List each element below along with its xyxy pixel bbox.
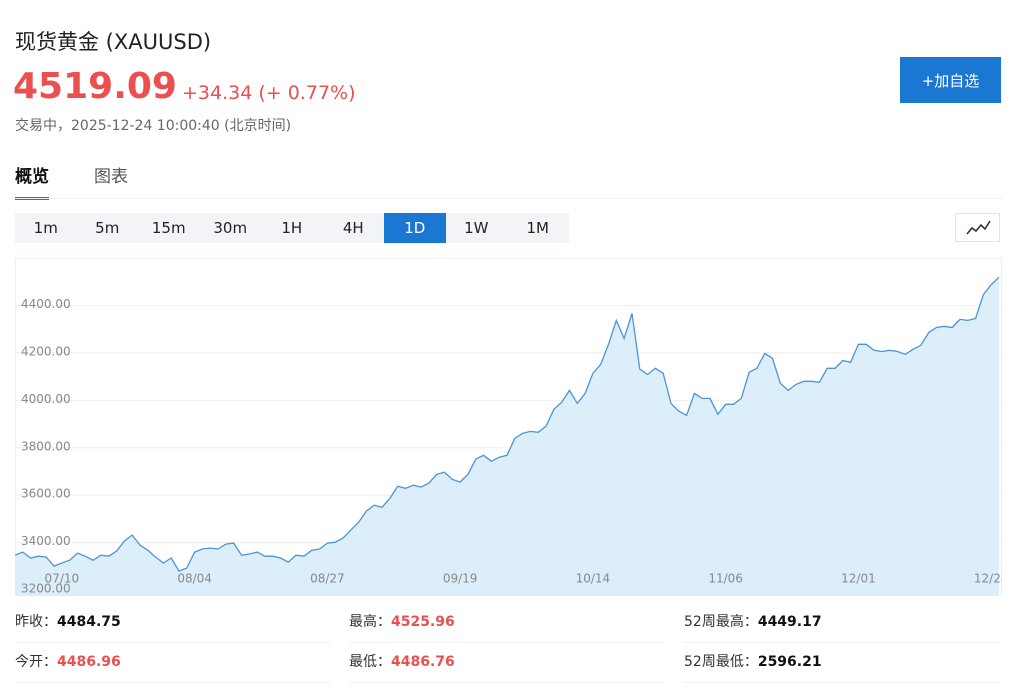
- period-button[interactable]: 1M: [526, 219, 550, 237]
- add-watchlist-button[interactable]: +加自选: [900, 57, 1001, 103]
- divider: [15, 198, 1002, 199]
- tabs: 概览 图表: [15, 162, 128, 200]
- stat-item: 今开：4486.96: [15, 642, 330, 683]
- y-tick-label: 4200.00: [21, 344, 71, 358]
- y-tick-label: 4400.00: [21, 297, 71, 311]
- period-button[interactable]: 1H: [281, 219, 303, 237]
- period-button[interactable]: 1D: [384, 213, 446, 243]
- stat-value: 4484.75: [57, 614, 121, 630]
- status: 交易中，2025-12-24 10:00:40 (北京时间): [15, 118, 292, 134]
- stat-value: 4486.76: [391, 654, 455, 670]
- tab[interactable]: 概览: [15, 162, 49, 200]
- change: +34.34 (+ 0.77%): [182, 82, 356, 104]
- y-tick-label: 3800.00: [21, 439, 71, 453]
- stat-item: 52周最高：4449.17: [684, 602, 999, 643]
- x-tick-label: 11/06: [708, 572, 743, 586]
- stat-label: 最低：: [349, 654, 391, 670]
- stat-label: 昨收：: [15, 614, 57, 630]
- chart-type-icon: [966, 220, 991, 235]
- x-tick-label: 07/10: [45, 572, 80, 586]
- chart-type-button[interactable]: [955, 213, 1000, 242]
- stat-value: 4486.96: [57, 654, 121, 670]
- x-tick-label: 10/14: [576, 572, 611, 586]
- price: 4519.09: [13, 66, 177, 107]
- x-tick-label: 08/04: [177, 572, 212, 586]
- stat-label: 52周最低：: [684, 654, 758, 670]
- chart-frame: [15, 258, 1002, 596]
- period-button[interactable]: 4H: [342, 219, 364, 237]
- plot: 3200.00 3400.00 3600.00 3800.00 4000.00 4200.…: [15, 276, 1009, 596]
- period-button[interactable]: 1m: [33, 219, 58, 237]
- area: [15, 277, 999, 596]
- stat-label: 今开：: [15, 654, 57, 670]
- period-button[interactable]: 5m: [95, 219, 120, 237]
- stat-label: 最高：: [349, 614, 391, 630]
- stat-item: 52周最低：2596.21: [684, 642, 999, 683]
- stat-value: 4449.17: [757, 614, 822, 630]
- y-tick-label: 3200.00: [21, 582, 71, 596]
- stat-item: 最高：4525.96: [349, 602, 664, 643]
- stat-item: 昨收：4484.75: [15, 602, 330, 643]
- stat-value: 4525.96: [391, 614, 455, 630]
- y-tick-label: 3400.00: [21, 534, 71, 548]
- x-tick-label: 12/01: [841, 572, 876, 586]
- y-tick-label: 3600.00: [21, 487, 71, 501]
- stat-label: 52周最高：: [684, 614, 758, 630]
- period-button[interactable]: 30m: [213, 219, 248, 237]
- x-tick-label: 09/19: [443, 572, 478, 586]
- line: [15, 276, 1000, 572]
- title: 现货黄金 (XAUUSD): [15, 30, 212, 54]
- y-tick-label: 4000.00: [21, 392, 71, 406]
- stat-value: 2596.21: [757, 654, 822, 670]
- stat-item: 最低：4486.76: [349, 642, 664, 683]
- tab[interactable]: 图表: [94, 167, 128, 187]
- period-button[interactable]: 15m: [151, 219, 186, 237]
- x-tick-label: 12/24: [974, 572, 1009, 586]
- x-tick-label: 08/27: [310, 572, 345, 586]
- period-bar: 1m 5m 15m 30m 1H 4H 1D 1W 1M: [15, 213, 569, 243]
- period-button[interactable]: 1W: [464, 219, 489, 237]
